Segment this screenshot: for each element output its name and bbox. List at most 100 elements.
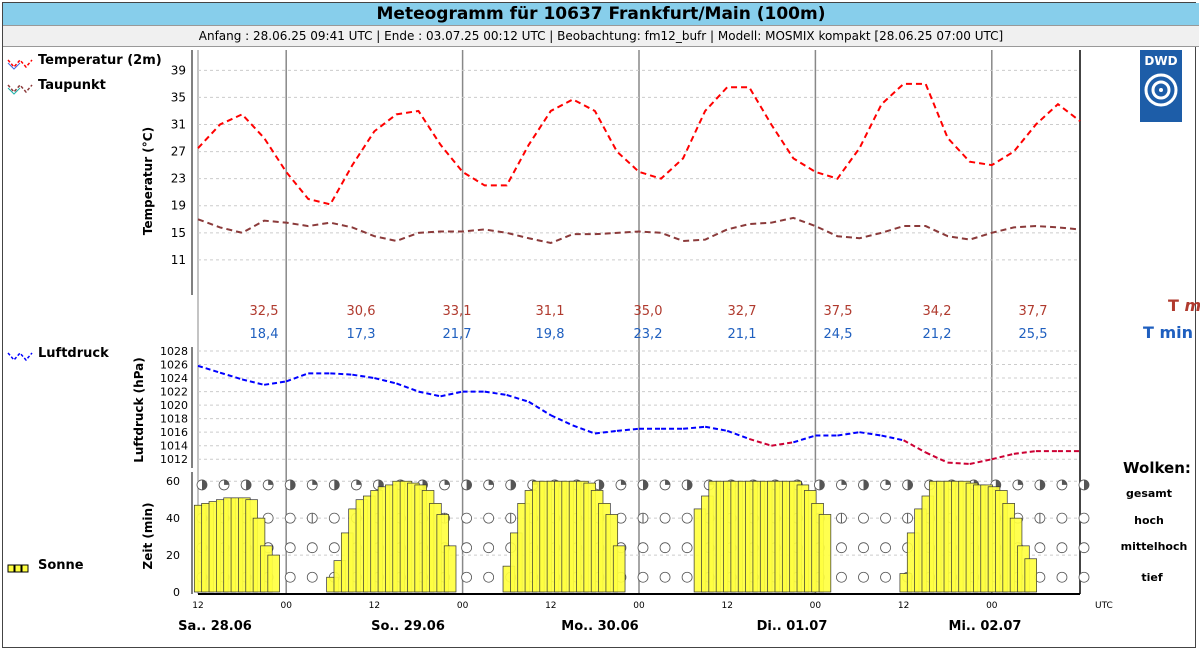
cloud-symbol [328,512,340,524]
pressure-series-segment [506,394,530,403]
pressure-series-segment [1013,450,1037,455]
chart-title: Meteogramm für 10637 Frankfurt/Main (100… [3,3,1199,26]
day-label: Mo.. 30.06 [561,619,638,634]
cloud-symbol-fill [202,479,207,490]
x-tick-label: 12 [192,601,203,611]
clouds-level-gesamt: gesamt [1126,487,1172,500]
sun-bar [818,514,832,593]
pressure-legend-label: Luftdruck [38,346,109,361]
cloud-symbol [284,571,296,583]
cloud-symbol [836,571,847,583]
dwd-logo: DWD [1140,50,1182,122]
tmin-label: T min [1143,323,1193,342]
cloud-symbol [483,512,495,524]
temperature-tick-label: 31 [171,117,186,131]
day-label: So.. 29.06 [371,619,445,634]
day-label: Mi.. 02.07 [949,619,1022,634]
pressure-series-segment [197,364,221,374]
pressure-series-segment [440,390,463,398]
dewpoint-series-line [197,216,1081,245]
pressure-series-segment [969,458,993,465]
cloud-symbol [637,571,649,583]
pressure-axis-label: Luftdruck (hPa) [132,357,146,463]
cloud-symbol [858,571,869,583]
tmin-value: 21,1 [728,327,757,342]
cloud-symbol-fill [1061,479,1067,485]
cloud-symbol-fill [488,479,494,485]
pressure-series-segment [726,429,750,440]
cloud-symbol-fill [224,479,230,485]
pressure-series-segment [285,372,309,383]
cloud-symbol [461,542,473,554]
cloud-symbol [880,542,891,554]
sun-bar [612,545,626,593]
cloud-symbol [306,542,318,554]
temperature-tick-label: 39 [171,63,186,77]
sun-bar [443,545,457,593]
cloud-symbol-fill [841,479,847,485]
cloud-symbol [637,542,649,554]
x-tick-label: 12 [898,601,909,611]
temperature-axis: 11 15 19 23 27 31 35 39 [171,50,193,295]
cloud-symbol-fill [1039,479,1045,490]
tmin-value: 25,5 [1019,327,1048,342]
pressure-series-segment [683,425,706,430]
cloud-symbol [880,512,891,524]
temperature-tick-label: 15 [171,226,186,240]
cloud-symbol-fill [466,479,472,490]
tmax-value: 32,7 [728,304,757,319]
tmax-value: 37,5 [824,304,853,319]
pressure-legend-icon [6,348,34,367]
sun-tick-label: 40 [166,512,180,525]
cloud-symbol-fill [598,479,604,490]
tmin-value: 19,8 [536,327,565,342]
tmin-value: 18,4 [250,327,279,342]
cloud-symbol [858,542,869,554]
cloud-symbol-fill [334,479,340,490]
tmax-value: 35,0 [634,304,663,319]
dewpoint-legend-icon [6,80,34,99]
pressure-series-segment [374,377,397,385]
clouds-level-hoch: hoch [1134,514,1164,527]
temperature-tick-label: 23 [171,172,186,186]
sun-bar [267,554,280,593]
sun-legend-label: Sonne [38,558,84,573]
temperature-tick-label: 11 [171,253,186,267]
cloud-symbol [659,571,671,583]
temperature-tick-label: 27 [171,145,186,159]
pressure-tick-label: 1020 [160,399,188,412]
pressure-tick-label: 1012 [160,453,188,466]
cloud-symbol [306,571,318,583]
tmax-value: 34,2 [923,304,952,319]
sun-bar [1024,558,1037,593]
tmin-value: 23,2 [634,327,663,342]
pressure-series-segment [903,439,927,454]
cloud-symbol-fill [444,479,450,485]
sun-tick-label: 0 [173,586,180,599]
cloud-symbol-fill [907,479,913,490]
chart-subtitle: Anfang : 28.06.25 09:41 UTC | Ende : 03.… [3,26,1199,47]
tmin-value: 17,3 [347,327,376,342]
cloud-symbol [461,571,473,583]
pressure-series-segment [793,434,816,444]
pressure-tick-label: 1016 [160,426,188,439]
pressure-tick-label: 1014 [160,440,188,453]
cloud-symbol [284,512,296,524]
cloud-symbol [1078,542,1090,554]
pressure-series-segment [219,371,243,381]
dwd-swirl-icon [1144,73,1178,107]
cloud-symbol [483,571,495,583]
sun-axis: 0 20 40 60 12 00 12 00 12 00 12 00 12 00 Sa.. 28.06 So.… [166,472,1080,634]
cloud-symbol-fill [885,479,891,485]
x-tick-label: 00 [986,601,998,611]
pressure-series-segment [550,414,574,427]
tmax-value: 30,6 [347,304,376,319]
tmax-value: 37,7 [1019,304,1048,319]
utc-axis-label: UTC [1095,601,1113,611]
dwd-logo-text: DWD [1144,54,1178,68]
pressure-series-segment [947,461,970,465]
day-label: Sa.. 28.06 [178,619,252,634]
tmax-value: 31,1 [536,304,565,319]
pressure-series-segment [925,451,949,464]
